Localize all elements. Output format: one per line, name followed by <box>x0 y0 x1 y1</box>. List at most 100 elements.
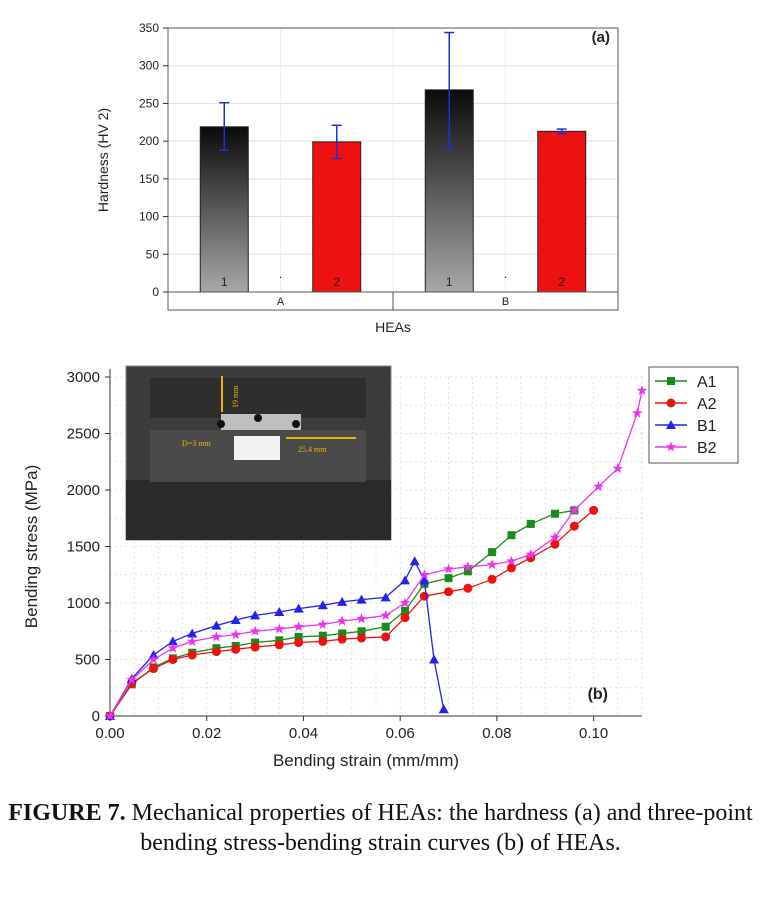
data-point <box>231 644 241 654</box>
data-point <box>486 559 498 569</box>
series-line-b2 <box>109 390 643 717</box>
legend-label: A2 <box>697 396 717 413</box>
data-point <box>357 627 366 636</box>
data-point <box>294 638 304 648</box>
x-tick-label: 0.08 <box>482 725 511 742</box>
inset-annotation: 19 mm <box>231 385 240 408</box>
data-point <box>419 569 430 580</box>
data-point <box>400 575 411 585</box>
y-tick-label: 2500 <box>67 426 100 443</box>
inset-roller-right <box>292 420 300 428</box>
data-point <box>294 632 303 641</box>
data-point <box>212 644 221 653</box>
legend-label: B1 <box>697 418 717 435</box>
y-tick-label: 3000 <box>67 369 100 386</box>
inset-specimen <box>221 414 301 430</box>
data-point <box>126 673 137 683</box>
data-point <box>463 583 473 593</box>
data-point <box>570 506 579 515</box>
data-point <box>274 640 284 650</box>
data-point <box>549 532 561 542</box>
data-point <box>250 642 260 652</box>
y-axis-label: Bending stress (MPa) <box>22 465 41 628</box>
data-point <box>667 377 675 385</box>
separator-mark: . <box>504 267 507 281</box>
y-tick-label: 350 <box>139 21 159 35</box>
data-point <box>338 629 347 638</box>
series-line-a1 <box>109 509 575 717</box>
x-tick-label: 0.02 <box>192 725 221 742</box>
x-tick-label: 0.06 <box>386 725 415 742</box>
series-line-a2 <box>109 509 595 717</box>
data-point <box>231 641 240 650</box>
data-point <box>336 615 348 626</box>
data-point <box>317 619 328 629</box>
data-point <box>631 407 643 418</box>
data-point <box>318 631 327 640</box>
panel-label: (b) <box>588 686 608 703</box>
x-tick-label: 0.00 <box>95 725 124 742</box>
inset-specimen-gap <box>234 436 280 460</box>
data-point <box>550 539 560 549</box>
data-point <box>487 574 497 584</box>
data-point <box>444 587 454 597</box>
data-point <box>381 622 390 631</box>
data-point <box>211 647 221 657</box>
y-tick-label: 50 <box>146 247 160 261</box>
y-tick-label: 300 <box>139 59 159 73</box>
data-point <box>168 655 178 664</box>
data-point <box>665 441 677 452</box>
data-point <box>105 711 115 720</box>
data-point <box>507 531 516 540</box>
data-point <box>274 607 285 617</box>
data-point <box>249 625 261 636</box>
category-label: 1 <box>446 275 453 289</box>
data-point <box>356 633 366 643</box>
series-line-b1 <box>109 559 445 717</box>
data-point <box>380 592 391 602</box>
data-point <box>148 654 159 664</box>
category-label: 2 <box>333 275 340 289</box>
x-tick-label: 0.10 <box>579 725 608 742</box>
bar <box>537 130 587 293</box>
y-tick-label: 200 <box>139 134 159 148</box>
data-point <box>438 704 449 714</box>
data-point <box>409 556 420 566</box>
bar <box>199 126 249 293</box>
data-point <box>381 632 391 642</box>
inset-background <box>125 365 392 541</box>
y-tick-label: 1500 <box>67 539 100 556</box>
y-tick-label: 0 <box>152 285 159 299</box>
inset-annotation: D=3 mm <box>182 439 212 448</box>
y-tick-label: 2000 <box>67 482 100 499</box>
data-point <box>188 648 197 657</box>
bar <box>312 141 362 293</box>
data-point <box>444 574 453 583</box>
inset-lower-fixture <box>126 480 391 540</box>
data-point <box>593 481 604 492</box>
caption-label: FIGURE 7. <box>8 800 126 826</box>
data-point <box>380 609 391 620</box>
data-point <box>318 636 328 646</box>
data-point <box>356 594 367 604</box>
data-point <box>420 579 429 588</box>
inset-annotation: 25.4 mm <box>298 445 327 454</box>
data-point <box>550 509 559 518</box>
data-point <box>636 385 648 395</box>
inset-support-block <box>150 430 366 482</box>
data-point <box>167 636 178 646</box>
data-point <box>275 636 284 645</box>
data-point <box>569 521 579 531</box>
figure-caption: FIGURE 7. Mechanical properties of HEAs:… <box>0 798 761 858</box>
legend-box <box>648 366 739 464</box>
data-point <box>337 634 347 644</box>
data-point <box>230 629 241 640</box>
x-axis-label: Bending strain (mm/mm) <box>273 751 459 770</box>
data-point <box>127 678 137 688</box>
data-point <box>149 663 158 672</box>
data-point <box>167 642 179 653</box>
category-label: 1 <box>221 275 228 289</box>
data-point <box>187 628 198 638</box>
y-tick-label: 150 <box>139 172 159 186</box>
